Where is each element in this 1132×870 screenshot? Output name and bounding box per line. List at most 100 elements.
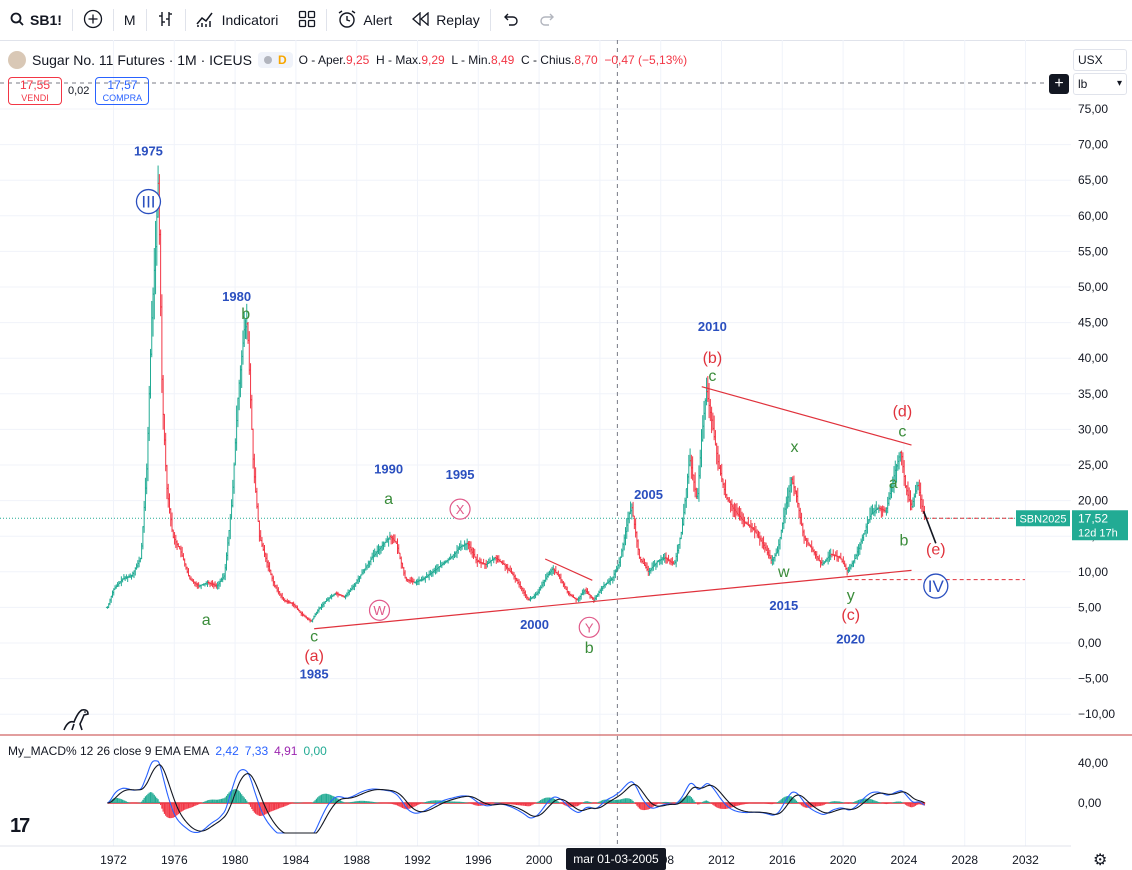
macd-value-2: 7,33 bbox=[244, 744, 269, 758]
wave-circle bbox=[578, 616, 600, 638]
close-label: C - Chius. bbox=[520, 53, 575, 67]
macd-value-4: 0,00 bbox=[303, 744, 327, 758]
macd-y-tick-label: 0,00 bbox=[1078, 796, 1102, 810]
price-tag-countdown: 12d 17h bbox=[1078, 527, 1118, 539]
layouts-button[interactable] bbox=[288, 0, 326, 40]
wave-circle bbox=[923, 573, 949, 599]
y-tick-label: 75,00 bbox=[1078, 102, 1108, 116]
wave-label: b bbox=[241, 306, 250, 323]
compare-button[interactable] bbox=[73, 0, 113, 40]
trade-panel: 17,55 VENDI 0,02 17,57 COMPRA bbox=[8, 77, 150, 105]
open-label: O - Aper. bbox=[298, 53, 346, 67]
divider bbox=[71, 9, 73, 31]
wave-label: w bbox=[777, 564, 790, 581]
indicators-button[interactable]: Indicatori bbox=[186, 0, 289, 40]
interval-button[interactable]: M bbox=[114, 0, 146, 40]
x-tick-label: 2016 bbox=[769, 853, 796, 867]
close-value: 8,70 bbox=[574, 53, 598, 67]
sell-label: VENDI bbox=[21, 93, 49, 103]
dot-icon bbox=[263, 56, 272, 64]
wave-label: (a) bbox=[304, 648, 324, 665]
wave-label: (e) bbox=[926, 542, 946, 559]
chart-type-button[interactable] bbox=[147, 0, 185, 40]
y-tick-label: 50,00 bbox=[1078, 280, 1108, 294]
trendline bbox=[544, 558, 593, 581]
wave-label: (d) bbox=[893, 404, 913, 421]
wave-label: 2010 bbox=[698, 319, 727, 334]
settings-gear-icon[interactable]: ⚙ bbox=[1093, 852, 1108, 869]
chevron-down-icon: ▾ bbox=[1116, 78, 1122, 89]
sell-button[interactable]: 17,55 VENDI bbox=[8, 77, 62, 105]
x-tick-label: 1984 bbox=[283, 853, 310, 867]
macd-value-1: 2,42 bbox=[215, 744, 239, 758]
buy-button[interactable]: 17,57 COMPRA bbox=[95, 77, 150, 105]
wave-label: (c) bbox=[841, 607, 860, 624]
replay-button[interactable]: Replay bbox=[402, 0, 490, 40]
wave-label: III bbox=[141, 193, 155, 212]
x-tick-label: 2024 bbox=[891, 853, 918, 867]
x-tick-label: 2012 bbox=[708, 853, 735, 867]
x-tick-label: 1996 bbox=[465, 853, 492, 867]
y-tick-label: 0,00 bbox=[1078, 636, 1102, 650]
wave-label: 1995 bbox=[446, 467, 475, 482]
signal-line bbox=[107, 764, 925, 834]
delayed-badge: D bbox=[277, 53, 287, 67]
y-tick-label: 30,00 bbox=[1078, 422, 1108, 436]
unit-value: lb bbox=[1078, 77, 1088, 91]
wave-label: 1985 bbox=[300, 667, 329, 682]
wave-label: 1975 bbox=[134, 143, 163, 158]
bars-icon bbox=[157, 10, 175, 31]
dinosaur-icon bbox=[62, 706, 90, 737]
y-tick-label: 60,00 bbox=[1078, 209, 1108, 223]
projection-line bbox=[922, 510, 937, 544]
wave-label: Y bbox=[585, 620, 594, 635]
chart-title[interactable]: Sugar No. 11 Futures · 1M · ICEUS bbox=[32, 52, 252, 68]
wave-label: 1980 bbox=[222, 289, 251, 304]
undo-button[interactable] bbox=[491, 0, 529, 40]
y-tick-label: 35,00 bbox=[1078, 387, 1108, 401]
alert-button[interactable]: Alert bbox=[327, 0, 402, 40]
wave-circle bbox=[135, 188, 162, 215]
x-tick-label: 1980 bbox=[222, 853, 249, 867]
y-tick-label: 5,00 bbox=[1078, 600, 1102, 614]
divider bbox=[326, 9, 328, 31]
x-tick-label: 1992 bbox=[404, 853, 431, 867]
symbol-label: SB1! bbox=[30, 12, 62, 28]
y-tick-label: −5,00 bbox=[1078, 672, 1109, 686]
resistance-trendline bbox=[701, 386, 912, 446]
alert-label: Alert bbox=[363, 12, 393, 28]
sell-price: 17,55 bbox=[19, 78, 51, 92]
redo-button[interactable] bbox=[529, 0, 567, 40]
sugar-logo-icon bbox=[8, 51, 26, 69]
add-plus-icon[interactable]: + bbox=[1049, 74, 1069, 94]
buy-price: 17,57 bbox=[107, 78, 138, 92]
interval-label: M bbox=[123, 12, 136, 28]
wave-label: 2000 bbox=[520, 617, 549, 632]
macd-title[interactable]: My_MACD% 12 26 close 9 EMA EMA bbox=[8, 744, 210, 758]
currency-select[interactable]: USX bbox=[1073, 49, 1127, 71]
market-status-pill[interactable]: D bbox=[257, 52, 293, 68]
symbol-tag-label: SBN2025 bbox=[1019, 513, 1066, 525]
y-tick-label: 40,00 bbox=[1078, 351, 1108, 365]
x-tick-label: 1976 bbox=[161, 853, 188, 867]
wave-label: a bbox=[202, 612, 211, 629]
wave-label: c bbox=[708, 368, 716, 385]
low-value: 8,49 bbox=[490, 53, 515, 67]
wave-label: a bbox=[889, 475, 898, 492]
divider bbox=[184, 9, 186, 31]
tradingview-logo[interactable]: 17 bbox=[10, 815, 30, 837]
symbol-search[interactable]: SB1! bbox=[0, 0, 72, 40]
wave-label: W bbox=[373, 603, 386, 618]
indicators-label: Indicatori bbox=[221, 12, 279, 28]
divider bbox=[112, 9, 114, 31]
unit-select[interactable]: lb ▾ bbox=[1073, 73, 1127, 95]
rewind-icon bbox=[412, 11, 430, 29]
high-value: 9,29 bbox=[421, 53, 445, 67]
y-tick-label: 55,00 bbox=[1078, 244, 1108, 258]
x-tick-label: 2020 bbox=[830, 853, 857, 867]
indicators-icon bbox=[196, 10, 216, 31]
wave-label: b bbox=[585, 640, 594, 657]
support-trendline bbox=[314, 569, 912, 630]
wave-label: b bbox=[899, 532, 908, 549]
